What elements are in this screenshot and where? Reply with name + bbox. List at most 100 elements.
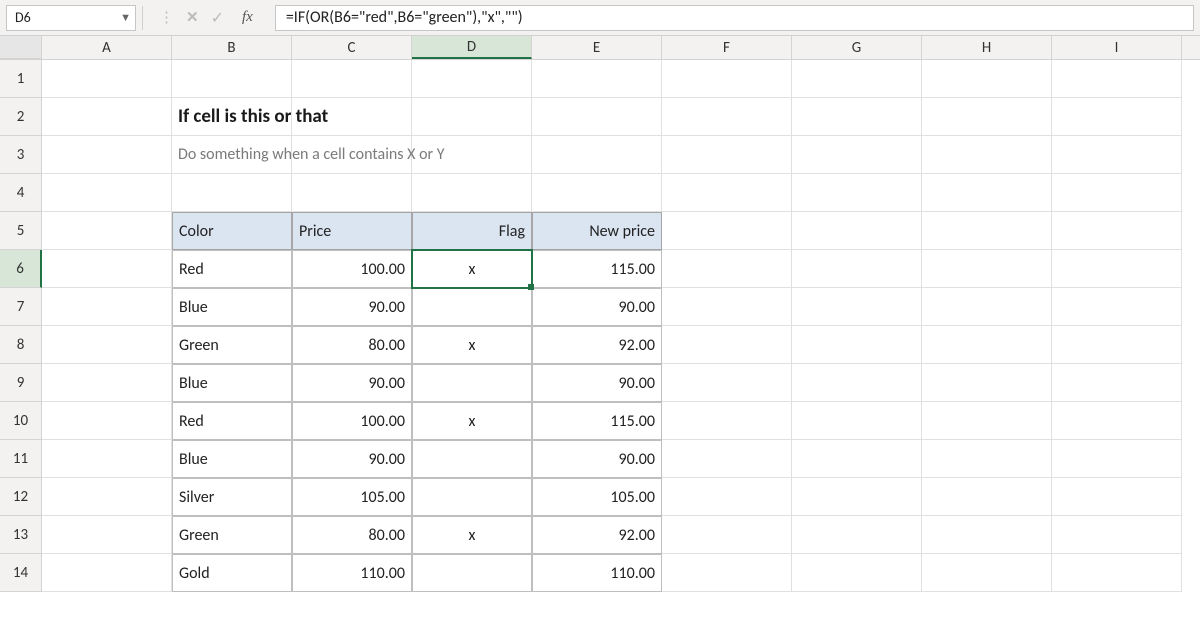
cell-H12[interactable] xyxy=(922,478,1052,516)
col-head-D[interactable]: D xyxy=(412,36,532,59)
td-color-2[interactable]: Green xyxy=(172,326,292,364)
cell-F9[interactable] xyxy=(662,364,792,402)
rownum-9[interactable]: 9 xyxy=(0,364,42,402)
name-box-dropdown-icon[interactable]: ▼ xyxy=(120,11,131,24)
cell-A10[interactable] xyxy=(42,402,172,440)
page-title[interactable]: If cell is this or that xyxy=(172,98,292,136)
cell-G4[interactable] xyxy=(792,174,922,212)
cell-G1[interactable] xyxy=(792,60,922,98)
cell-G13[interactable] xyxy=(792,516,922,554)
td-newprice-0[interactable]: 115.00 xyxy=(532,250,662,288)
td-price-1[interactable]: 90.00 xyxy=(292,288,412,326)
td-flag-5[interactable] xyxy=(412,440,532,478)
cell-H10[interactable] xyxy=(922,402,1052,440)
rownum-2[interactable]: 2 xyxy=(0,98,42,136)
td-newprice-2[interactable]: 92.00 xyxy=(532,326,662,364)
td-color-0[interactable]: Red xyxy=(172,250,292,288)
cell-D4[interactable] xyxy=(412,174,532,212)
col-head-I[interactable]: I xyxy=(1052,36,1182,59)
cell-I8[interactable] xyxy=(1052,326,1182,364)
td-price-0[interactable]: 100.00 xyxy=(292,250,412,288)
cell-F10[interactable] xyxy=(662,402,792,440)
cell-D2[interactable] xyxy=(412,98,532,136)
td-color-5[interactable]: Blue xyxy=(172,440,292,478)
cell-A5[interactable] xyxy=(42,212,172,250)
td-color-1[interactable]: Blue xyxy=(172,288,292,326)
td-flag-2[interactable]: x xyxy=(412,326,532,364)
td-price-8[interactable]: 110.00 xyxy=(292,554,412,592)
cell-C1[interactable] xyxy=(292,60,412,98)
cell-H11[interactable] xyxy=(922,440,1052,478)
cell-G2[interactable] xyxy=(792,98,922,136)
page-subtitle[interactable]: Do something when a cell contains X or Y xyxy=(172,136,292,174)
cell-H2[interactable] xyxy=(922,98,1052,136)
td-flag-8[interactable] xyxy=(412,554,532,592)
td-price-7[interactable]: 80.00 xyxy=(292,516,412,554)
cell-A2[interactable] xyxy=(42,98,172,136)
cell-C4[interactable] xyxy=(292,174,412,212)
cell-G10[interactable] xyxy=(792,402,922,440)
cell-H3[interactable] xyxy=(922,136,1052,174)
cell-G5[interactable] xyxy=(792,212,922,250)
cell-D1[interactable] xyxy=(412,60,532,98)
cell-H8[interactable] xyxy=(922,326,1052,364)
formula-input[interactable]: =IF(OR(B6="red",B6="green"),"x","") xyxy=(275,5,1194,31)
cell-H1[interactable] xyxy=(922,60,1052,98)
td-price-5[interactable]: 90.00 xyxy=(292,440,412,478)
rownum-5[interactable]: 5 xyxy=(0,212,42,250)
td-newprice-6[interactable]: 105.00 xyxy=(532,478,662,516)
cell-E2[interactable] xyxy=(532,98,662,136)
td-color-3[interactable]: Blue xyxy=(172,364,292,402)
cell-H7[interactable] xyxy=(922,288,1052,326)
cell-H5[interactable] xyxy=(922,212,1052,250)
cell-G7[interactable] xyxy=(792,288,922,326)
cell-F7[interactable] xyxy=(662,288,792,326)
cell-H13[interactable] xyxy=(922,516,1052,554)
rownum-11[interactable]: 11 xyxy=(0,440,42,478)
cell-A11[interactable] xyxy=(42,440,172,478)
cell-A8[interactable] xyxy=(42,326,172,364)
col-head-C[interactable]: C xyxy=(292,36,412,59)
td-flag-6[interactable] xyxy=(412,478,532,516)
cell-F1[interactable] xyxy=(662,60,792,98)
rownum-7[interactable]: 7 xyxy=(0,288,42,326)
th-color[interactable]: Color xyxy=(172,212,292,250)
cell-I12[interactable] xyxy=(1052,478,1182,516)
cell-F4[interactable] xyxy=(662,174,792,212)
cell-I10[interactable] xyxy=(1052,402,1182,440)
cell-B4[interactable] xyxy=(172,174,292,212)
td-flag-7[interactable]: x xyxy=(412,516,532,554)
cell-A7[interactable] xyxy=(42,288,172,326)
cell-I11[interactable] xyxy=(1052,440,1182,478)
rownum-10[interactable]: 10 xyxy=(0,402,42,440)
td-newprice-8[interactable]: 110.00 xyxy=(532,554,662,592)
rownum-4[interactable]: 4 xyxy=(0,174,42,212)
cell-F13[interactable] xyxy=(662,516,792,554)
name-box[interactable]: D6 ▼ xyxy=(6,5,136,31)
cell-G3[interactable] xyxy=(792,136,922,174)
rownum-1[interactable]: 1 xyxy=(0,60,42,98)
th-flag[interactable]: Flag xyxy=(412,212,532,250)
td-newprice-4[interactable]: 115.00 xyxy=(532,402,662,440)
cell-A3[interactable] xyxy=(42,136,172,174)
cell-G8[interactable] xyxy=(792,326,922,364)
th-newprice[interactable]: New price xyxy=(532,212,662,250)
cell-A1[interactable] xyxy=(42,60,172,98)
cell-F11[interactable] xyxy=(662,440,792,478)
td-price-6[interactable]: 105.00 xyxy=(292,478,412,516)
cell-E1[interactable] xyxy=(532,60,662,98)
cell-A9[interactable] xyxy=(42,364,172,402)
cell-H14[interactable] xyxy=(922,554,1052,592)
cell-A6[interactable] xyxy=(42,250,172,288)
cell-F3[interactable] xyxy=(662,136,792,174)
td-color-7[interactable]: Green xyxy=(172,516,292,554)
cell-G14[interactable] xyxy=(792,554,922,592)
td-newprice-5[interactable]: 90.00 xyxy=(532,440,662,478)
cell-I9[interactable] xyxy=(1052,364,1182,402)
cell-F8[interactable] xyxy=(662,326,792,364)
td-price-3[interactable]: 90.00 xyxy=(292,364,412,402)
rownum-3[interactable]: 3 xyxy=(0,136,42,174)
col-head-H[interactable]: H xyxy=(922,36,1052,59)
cell-H6[interactable] xyxy=(922,250,1052,288)
cell-H9[interactable] xyxy=(922,364,1052,402)
